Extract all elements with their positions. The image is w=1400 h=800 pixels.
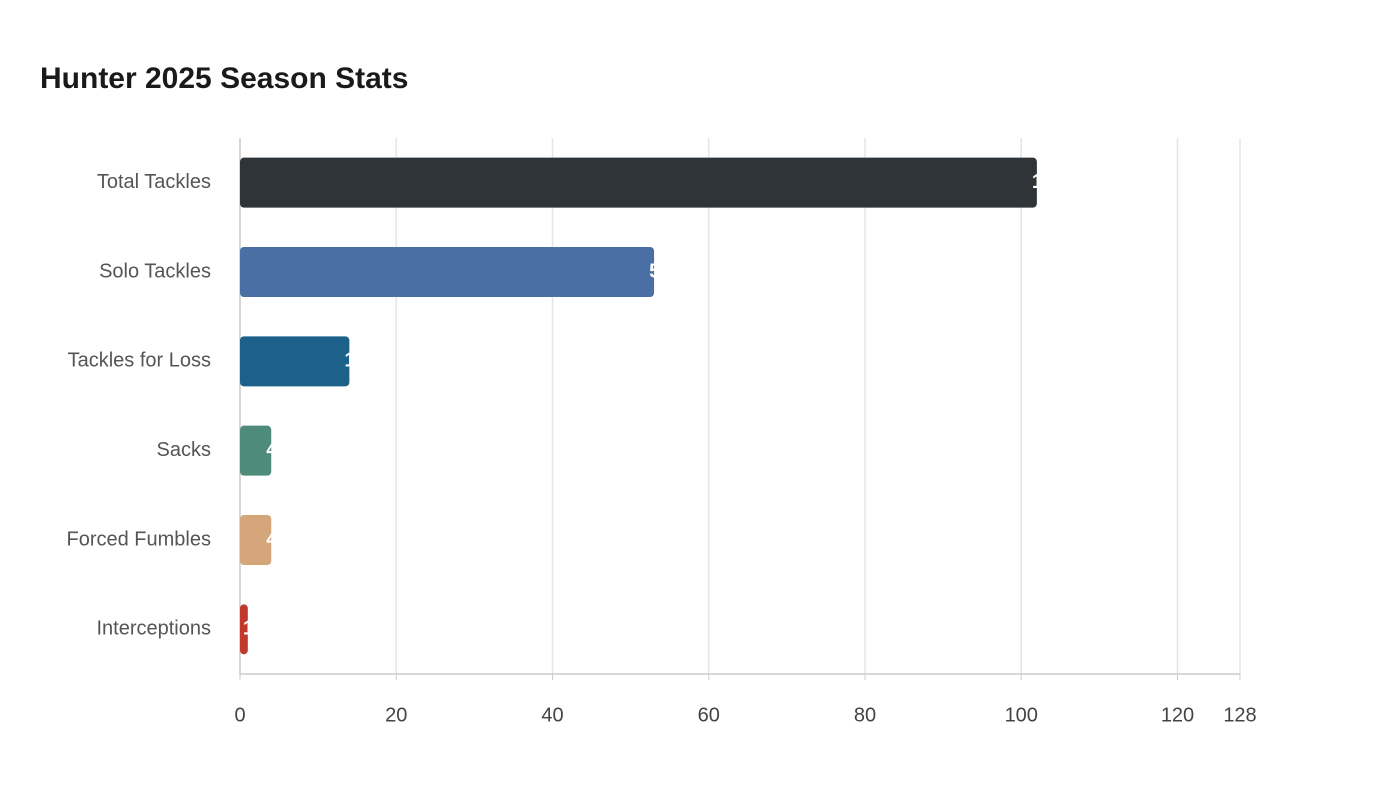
- data-label: 4: [266, 439, 278, 461]
- data-label: 1: [243, 618, 254, 640]
- x-tick-label: 100: [1005, 704, 1038, 726]
- y-tick-label: Forced Fumbles: [67, 528, 212, 550]
- data-label: 14: [344, 350, 367, 372]
- x-tick-label: 80: [854, 704, 876, 726]
- x-tick-label: 40: [541, 704, 563, 726]
- y-tick-label: Interceptions: [96, 618, 211, 640]
- x-tick-label: 128: [1223, 704, 1256, 726]
- y-tick-label: Solo Tackles: [99, 260, 211, 282]
- bar: [240, 515, 272, 565]
- x-tick-label: 20: [385, 704, 407, 726]
- bar: [240, 157, 1037, 208]
- y-tick-label: Sacks: [157, 439, 211, 461]
- chart-title: Hunter 2025 Season Stats: [40, 62, 408, 95]
- bar: [240, 247, 655, 297]
- x-tick-label: 60: [698, 704, 720, 726]
- bar: [240, 336, 350, 387]
- data-label: 102: [1032, 171, 1065, 193]
- bar: [240, 604, 248, 655]
- y-tick-label: Tackles for Loss: [68, 350, 211, 372]
- data-label: 4: [266, 528, 278, 550]
- data-label: 53: [649, 260, 671, 282]
- bar: [240, 425, 272, 476]
- x-tick-label: 0: [234, 704, 245, 726]
- x-tick-label: 120: [1161, 704, 1194, 726]
- y-tick-label: Total Tackles: [97, 171, 211, 193]
